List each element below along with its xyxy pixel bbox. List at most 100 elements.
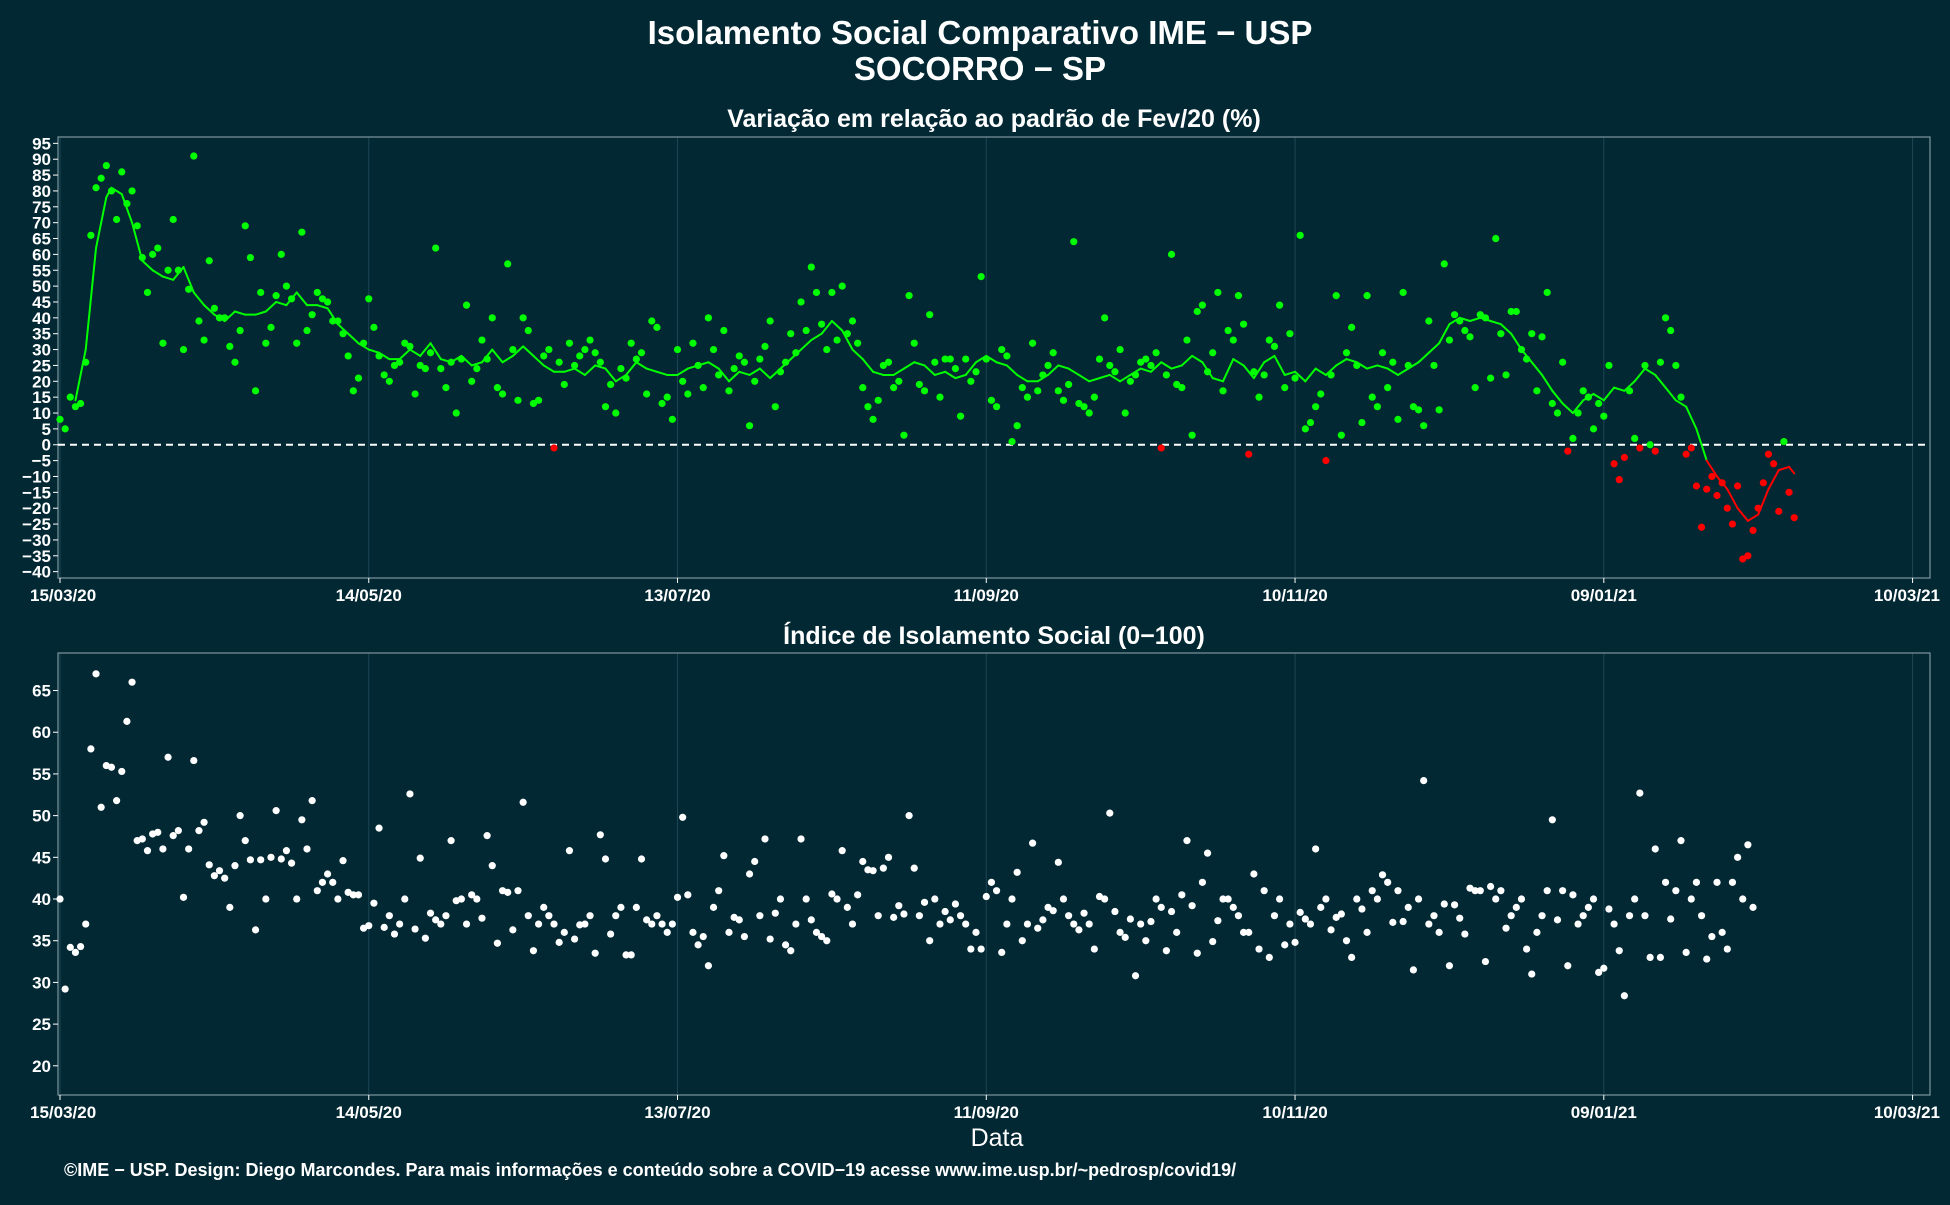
moving-average-segment	[450, 354, 463, 364]
data-point	[823, 937, 831, 945]
data-point	[653, 912, 661, 920]
data-point	[303, 845, 311, 853]
data-point	[607, 930, 615, 938]
data-point	[622, 951, 630, 959]
data-point	[781, 941, 790, 949]
data-point	[884, 358, 893, 366]
data-point	[1543, 288, 1551, 297]
data-point	[1507, 912, 1515, 920]
data-point	[1286, 920, 1294, 928]
moving-average-segment	[902, 361, 916, 370]
data-point	[946, 355, 954, 363]
data-point	[699, 384, 707, 392]
data-point	[725, 928, 733, 936]
moving-average-segment	[1119, 373, 1132, 383]
moving-average-segment	[1324, 364, 1338, 376]
data-point	[102, 161, 110, 170]
data-point	[1425, 317, 1433, 325]
moving-average-segment	[480, 348, 494, 364]
moving-average-segment	[800, 339, 813, 351]
y-tick-label: 45	[32, 293, 51, 312]
data-point	[1167, 907, 1176, 916]
data-point	[236, 812, 244, 820]
moving-average-segment	[172, 266, 185, 281]
data-point	[761, 342, 769, 350]
data-point	[812, 928, 821, 936]
data-point	[498, 390, 507, 398]
moving-average-segment	[532, 354, 545, 367]
data-point	[1651, 447, 1659, 455]
moving-average-segment	[141, 259, 154, 272]
data-point	[210, 304, 218, 312]
data-point	[1672, 361, 1680, 370]
data-point	[1183, 336, 1191, 344]
data-point	[828, 288, 836, 297]
data-point	[1394, 887, 1402, 895]
moving-average-segment	[779, 358, 792, 370]
moving-average-segment	[1788, 465, 1796, 475]
moving-average-segment	[161, 275, 175, 281]
data-point	[581, 920, 589, 928]
y-tick-label: 80	[32, 182, 51, 201]
moving-average-segment	[439, 358, 453, 364]
data-point	[1270, 342, 1279, 350]
data-point	[1003, 920, 1011, 928]
data-point	[1337, 910, 1345, 918]
moving-average-segment	[1602, 386, 1616, 402]
y-tick-label: 5	[42, 420, 51, 439]
data-point	[1039, 916, 1047, 924]
data-point	[972, 368, 980, 376]
data-point	[1656, 358, 1665, 366]
data-point	[66, 943, 74, 951]
moving-average-segment	[1098, 373, 1111, 380]
data-point	[1739, 895, 1747, 903]
data-point	[97, 803, 105, 811]
moving-average-segment	[378, 351, 391, 361]
y-tick-label: 65	[32, 230, 51, 249]
data-point	[1188, 431, 1196, 439]
moving-average-segment	[1561, 402, 1574, 415]
moving-average-segment	[1396, 367, 1410, 376]
moving-average-segment	[1005, 364, 1019, 376]
data-point	[1121, 409, 1129, 417]
data-point	[751, 377, 759, 385]
y-tick-label: 45	[32, 848, 51, 867]
y-tick-label: 25	[32, 356, 51, 375]
data-point	[1641, 361, 1649, 370]
data-point	[1656, 953, 1665, 961]
data-point	[56, 895, 64, 903]
data-point	[1672, 887, 1680, 895]
data-point	[1589, 895, 1598, 903]
data-point	[920, 898, 929, 906]
data-point	[1342, 349, 1351, 357]
data-point	[298, 816, 306, 824]
data-point	[128, 187, 136, 195]
moving-average-segment	[758, 367, 772, 380]
data-point	[426, 909, 435, 917]
moving-average-segment	[655, 370, 669, 376]
data-point	[524, 326, 532, 335]
data-point	[756, 355, 764, 363]
data-point	[1543, 887, 1551, 895]
moving-average-segment	[203, 304, 216, 316]
data-point	[298, 228, 306, 236]
data-point	[1023, 393, 1032, 401]
data-point	[380, 371, 388, 379]
data-point	[1193, 949, 1201, 957]
moving-average-segment	[1160, 361, 1173, 370]
data-point	[555, 938, 563, 946]
data-point	[462, 301, 471, 309]
data-point	[390, 361, 399, 370]
data-point	[828, 890, 836, 898]
data-point	[838, 282, 846, 290]
moving-average-segment	[1304, 367, 1317, 383]
data-point	[1414, 895, 1423, 903]
data-point	[107, 763, 116, 771]
moving-average-segment	[697, 361, 710, 367]
data-point	[962, 920, 970, 928]
data-point	[1600, 412, 1608, 420]
moving-average-segment	[995, 361, 1008, 367]
data-point	[339, 857, 347, 865]
data-point	[1203, 849, 1212, 857]
data-point	[581, 345, 589, 354]
